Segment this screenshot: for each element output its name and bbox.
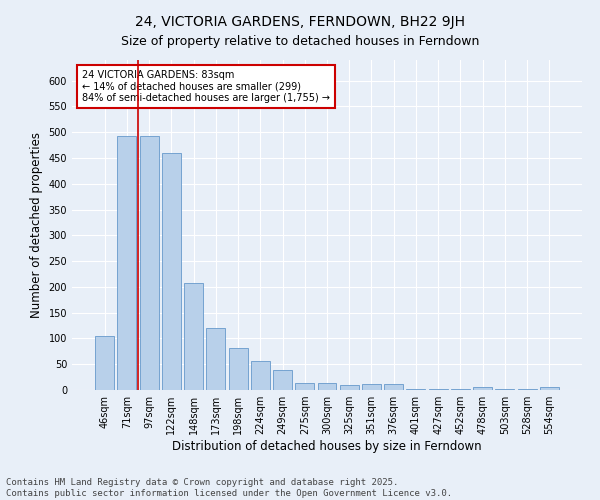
Bar bbox=[540, 388, 559, 390]
X-axis label: Distribution of detached houses by size in Ferndown: Distribution of detached houses by size … bbox=[172, 440, 482, 453]
Bar bbox=[406, 389, 425, 390]
Bar bbox=[118, 136, 136, 390]
Bar bbox=[429, 389, 448, 390]
Bar bbox=[473, 388, 492, 390]
Bar bbox=[162, 153, 181, 390]
Bar bbox=[184, 284, 203, 390]
Bar bbox=[496, 389, 514, 390]
Bar bbox=[206, 328, 225, 390]
Y-axis label: Number of detached properties: Number of detached properties bbox=[30, 132, 43, 318]
Text: Contains HM Land Registry data © Crown copyright and database right 2025.
Contai: Contains HM Land Registry data © Crown c… bbox=[6, 478, 452, 498]
Bar bbox=[362, 384, 381, 390]
Bar bbox=[518, 389, 536, 390]
Text: 24 VICTORIA GARDENS: 83sqm
← 14% of detached houses are smaller (299)
84% of sem: 24 VICTORIA GARDENS: 83sqm ← 14% of deta… bbox=[82, 70, 330, 103]
Bar bbox=[229, 348, 248, 390]
Bar bbox=[317, 383, 337, 390]
Bar bbox=[295, 383, 314, 390]
Bar bbox=[273, 370, 292, 390]
Bar bbox=[251, 360, 270, 390]
Bar bbox=[451, 389, 470, 390]
Bar bbox=[340, 385, 359, 390]
Bar bbox=[140, 136, 158, 390]
Text: Size of property relative to detached houses in Ferndown: Size of property relative to detached ho… bbox=[121, 35, 479, 48]
Bar bbox=[384, 384, 403, 390]
Text: 24, VICTORIA GARDENS, FERNDOWN, BH22 9JH: 24, VICTORIA GARDENS, FERNDOWN, BH22 9JH bbox=[135, 15, 465, 29]
Bar bbox=[95, 336, 114, 390]
